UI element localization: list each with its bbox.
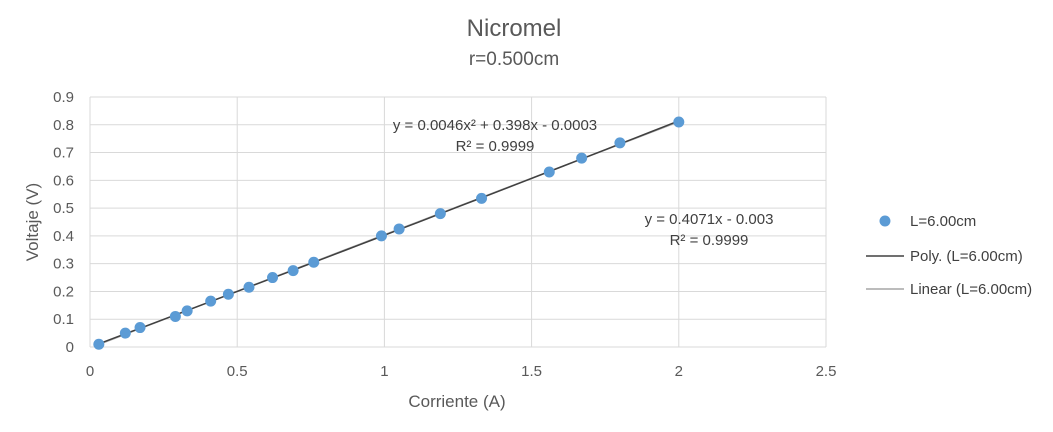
legend-marker-series — [879, 215, 891, 227]
x-tick-label: 2.5 — [816, 363, 837, 380]
y-tick-label: 0.6 — [53, 172, 74, 189]
legend-item-poly: Poly. (L=6.00cm) — [866, 248, 1023, 265]
data-point — [93, 338, 105, 350]
data-point — [308, 256, 320, 268]
poly-trendline-r2: R² = 0.9999 — [456, 138, 535, 155]
data-point — [169, 310, 181, 322]
data-point — [375, 230, 387, 242]
legend: L=6.00cm Poly. (L=6.00cm) Linear (L=6.00… — [866, 213, 1032, 298]
x-axis-title: Corriente (A) — [408, 392, 505, 411]
data-point — [673, 116, 685, 128]
y-tick-label: 0.3 — [53, 256, 74, 273]
poly-trendline-equation: y = 0.0046x² + 0.398x - 0.0003 — [393, 117, 597, 134]
y-tick-labels: 0 0.1 0.2 0.3 0.4 0.5 0.6 0.7 0.8 0.9 — [53, 89, 74, 356]
linear-trendline-equation: y = 0.4071x - 0.003 — [645, 211, 774, 228]
data-point — [287, 265, 299, 277]
y-tick-label: 0 — [66, 339, 74, 356]
chart-subtitle: r=0.500cm — [469, 49, 559, 70]
linear-trendline-r2: R² = 0.9999 — [670, 232, 749, 249]
y-tick-label: 0.2 — [53, 283, 74, 300]
x-tick-label: 0 — [86, 363, 94, 380]
data-point — [222, 288, 234, 300]
data-points — [93, 116, 685, 350]
y-tick-label: 0.1 — [53, 311, 74, 328]
y-tick-label: 0.8 — [53, 117, 74, 134]
legend-label-linear: Linear (L=6.00cm) — [910, 281, 1032, 298]
data-point — [543, 166, 555, 178]
x-tick-label: 1.5 — [521, 363, 542, 380]
y-tick-label: 0.4 — [53, 228, 74, 245]
x-tick-labels: 0 0.5 1 1.5 2 2.5 — [86, 363, 837, 380]
chart-title: Nicromel — [467, 15, 562, 42]
legend-label-series: L=6.00cm — [910, 213, 976, 230]
legend-item-series: L=6.00cm — [879, 213, 976, 230]
x-tick-label: 1 — [380, 363, 388, 380]
y-axis-title: Voltaje (V) — [23, 183, 42, 261]
data-point — [614, 137, 626, 149]
data-point — [434, 208, 446, 220]
data-point — [476, 192, 488, 204]
data-point — [267, 272, 279, 284]
y-tick-label: 0.7 — [53, 145, 74, 162]
data-point — [393, 223, 405, 235]
data-point — [576, 152, 588, 164]
y-tick-label: 0.9 — [53, 89, 74, 106]
data-point — [134, 322, 146, 334]
x-tick-label: 2 — [675, 363, 683, 380]
data-point — [119, 327, 131, 339]
grid-lines — [89, 96, 827, 348]
x-tick-label: 0.5 — [227, 363, 248, 380]
legend-item-linear: Linear (L=6.00cm) — [866, 281, 1032, 298]
data-point — [243, 281, 255, 293]
y-tick-label: 0.5 — [53, 200, 74, 217]
data-point — [205, 295, 217, 307]
legend-label-poly: Poly. (L=6.00cm) — [910, 248, 1023, 265]
data-point — [181, 305, 193, 317]
